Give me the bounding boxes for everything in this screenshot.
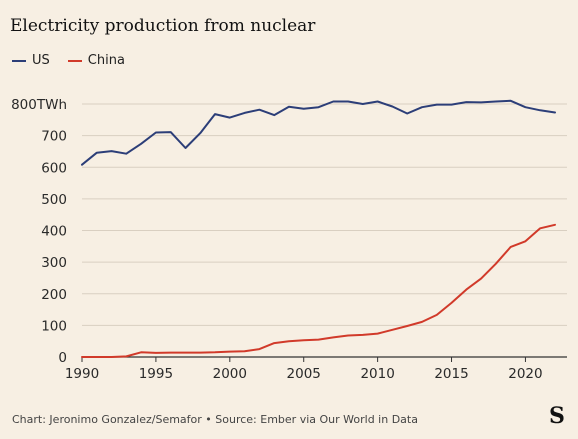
chart-legend: US China [12,53,125,68]
axes [81,356,567,362]
x-tick-label: 1990 [65,366,99,382]
legend-item-china: China [67,53,125,68]
chart-credit: Chart: Jeronimo Gonzalez/Semafor • Sourc… [12,413,418,426]
x-tick-label: 2020 [508,366,542,382]
y-tick-label: 300 [41,255,67,271]
legend-swatch-us [12,59,26,62]
y-tick-label: 400 [41,224,67,240]
y-tick-label: 800TWh [11,97,67,113]
series-line-us [81,99,556,166]
legend-label-us: US [32,53,50,68]
x-tick-label: 2010 [360,366,394,382]
legend-item-us: US [12,53,50,68]
series-line-china [81,223,556,358]
grid-lines [82,103,567,326]
legend-swatch-china [67,59,82,62]
chart-title: Electricity production from nuclear [10,16,316,36]
x-tick-label: 1995 [139,366,173,382]
y-tick-label: 700 [41,129,67,145]
y-tick-label: 100 [41,318,67,334]
x-tick-label: 2015 [434,366,468,382]
y-tick-label: 500 [41,192,67,208]
y-tick-label: 200 [41,287,67,303]
x-tick-label: 2000 [213,366,247,382]
y-tick-label: 600 [41,160,67,176]
legend-label-china: China [87,53,125,68]
series-lines [81,99,556,358]
semafor-logo: S [549,403,565,429]
x-tick-label: 2005 [287,366,321,382]
y-tick-label: 0 [58,350,67,366]
tick-labels: 0 100 200 300 400 500 600 700 800TWh 1990 1995 2000… [11,97,543,382]
